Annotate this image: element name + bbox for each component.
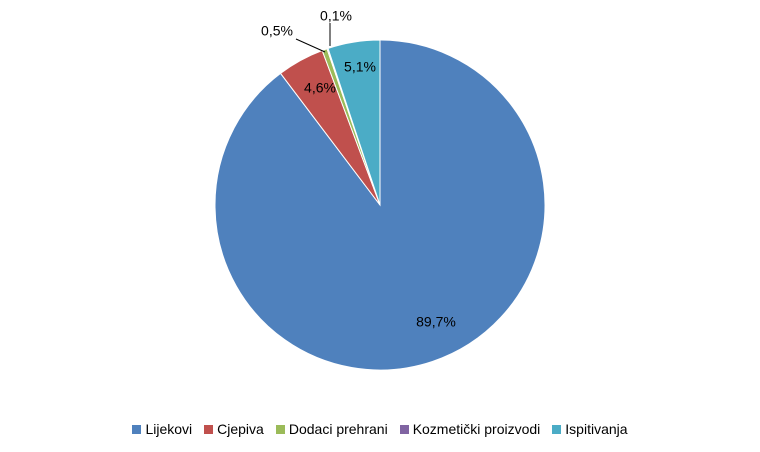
data-label-cjepiva: 4,6% [304, 80, 336, 96]
legend: Lijekovi Cjepiva Dodaci prehrani Kozmeti… [0, 421, 760, 437]
legend-swatch-cjepiva [204, 424, 214, 434]
data-label-kozmeticki-proizvodi: 0,1% [320, 8, 352, 24]
legend-swatch-lijekovi [132, 424, 142, 434]
legend-item-kozmeticki-proizvodi: Kozmetički proizvodi [399, 421, 541, 437]
data-label-dodaci-prehrani: 0,5% [261, 23, 293, 39]
legend-swatch-ispitivanja [552, 424, 562, 434]
leader-line-dodaci-prehrani [295, 38, 326, 53]
legend-label-cjepiva: Cjepiva [217, 421, 264, 437]
legend-swatch-kozmeticki-proizvodi [399, 424, 409, 434]
legend-label-dodaci-prehrani: Dodaci prehrani [288, 421, 388, 437]
legend-swatch-dodaci-prehrani [275, 424, 285, 434]
legend-item-ispitivanja: Ispitivanja [552, 421, 628, 437]
legend-item-dodaci-prehrani: Dodaci prehrani [275, 421, 388, 437]
data-label-lijekovi: 89,7% [416, 314, 456, 330]
data-label-ispitivanja: 5,1% [344, 59, 376, 75]
legend-label-lijekovi: Lijekovi [145, 421, 193, 437]
legend-label-kozmeticki-proizvodi: Kozmetički proizvodi [412, 421, 541, 437]
legend-item-cjepiva: Cjepiva [204, 421, 264, 437]
pie-slice-ispitivanja [327, 39, 381, 206]
pie-slice-lijekovi [214, 39, 546, 371]
legend-item-lijekovi: Lijekovi [132, 421, 192, 437]
legend-label-ispitivanja: Ispitivanja [565, 421, 628, 437]
